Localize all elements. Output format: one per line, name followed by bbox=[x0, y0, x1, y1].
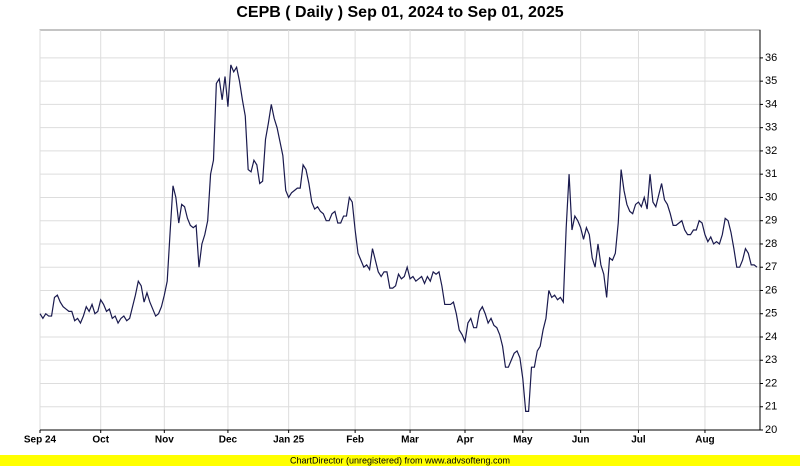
plot-area bbox=[39, 29, 761, 431]
y-tick-label: 33 bbox=[765, 122, 777, 134]
price-line bbox=[39, 64, 758, 412]
y-tick-label: 28 bbox=[765, 238, 777, 250]
y-tick-label: 21 bbox=[765, 401, 777, 413]
y-tick-label: 32 bbox=[765, 145, 777, 157]
footer-bar bbox=[0, 455, 800, 466]
y-tick-label: 22 bbox=[765, 377, 777, 389]
y-tick-label: 27 bbox=[765, 261, 777, 273]
y-tick-label: 34 bbox=[765, 98, 777, 110]
y-tick-label: 24 bbox=[765, 331, 777, 343]
chart-title: CEPB ( Daily ) Sep 01, 2024 to Sep 01, 2… bbox=[236, 4, 563, 21]
x-tick-label: Jul bbox=[631, 435, 646, 446]
x-tick-label: Oct bbox=[92, 435, 109, 446]
y-tick-label: 26 bbox=[765, 284, 777, 296]
footer: ChartDirector (unregistered) from www.ad… bbox=[290, 455, 510, 465]
y-tick-label: 31 bbox=[765, 168, 777, 180]
x-tick-label: Sep 24 bbox=[24, 435, 57, 446]
y-tick-label: 20 bbox=[765, 424, 777, 436]
x-tick-label: May bbox=[513, 435, 533, 446]
x-tick-label: Aug bbox=[695, 435, 714, 446]
y-tick-label: 30 bbox=[765, 191, 777, 203]
y-tick-label: 29 bbox=[765, 215, 777, 227]
x-tick-label: Jun bbox=[572, 435, 590, 446]
x-tick-label: Apr bbox=[456, 435, 473, 446]
y-tick-label: 35 bbox=[765, 75, 777, 87]
x-tick-label: Feb bbox=[346, 435, 364, 446]
x-tick-label: Jan 25 bbox=[273, 435, 305, 446]
x-tick-label: Nov bbox=[155, 435, 174, 446]
y-tick-label: 23 bbox=[765, 354, 777, 366]
x-tick-label: Dec bbox=[219, 435, 238, 446]
y-tick-label: 36 bbox=[765, 52, 777, 64]
x-tick-label: Mar bbox=[401, 435, 419, 446]
y-tick-label: 25 bbox=[765, 308, 777, 320]
